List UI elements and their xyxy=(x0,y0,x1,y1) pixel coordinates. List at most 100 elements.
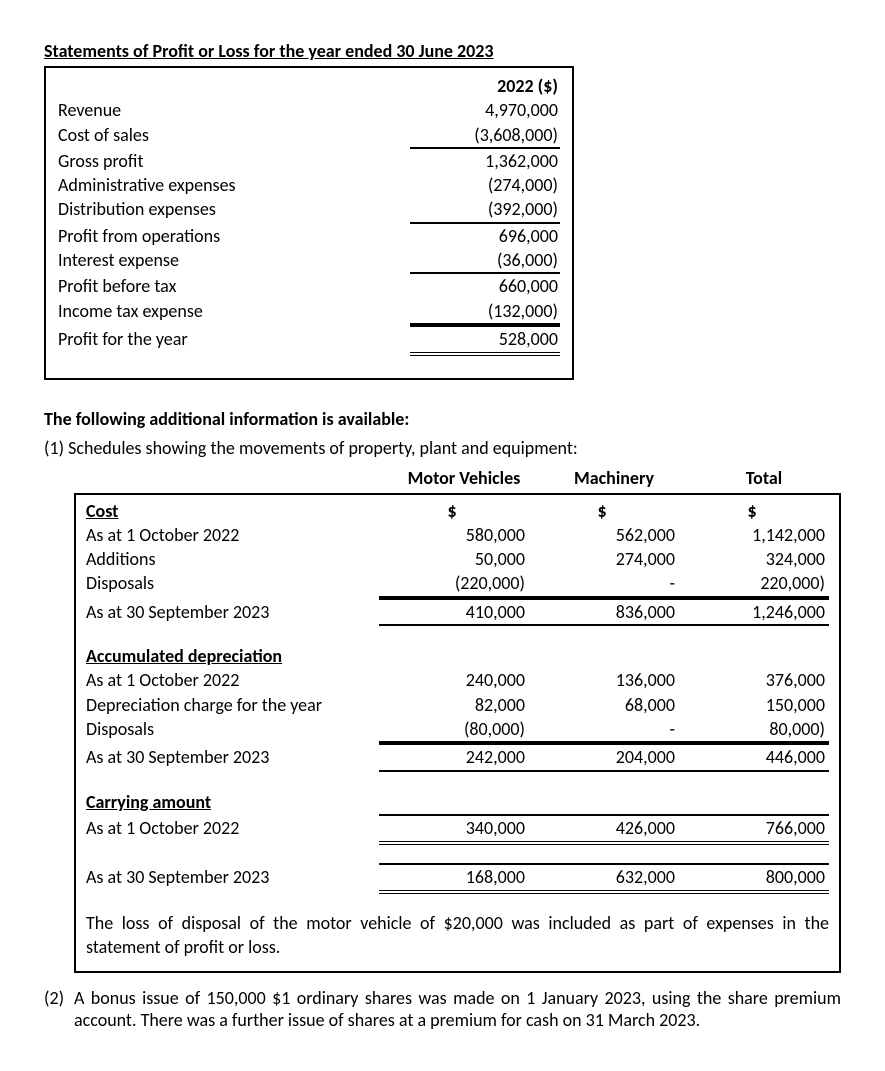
ppe-sub-c2: $ xyxy=(529,499,679,523)
ppe-note: The loss of disposal of the motor vehicl… xyxy=(86,912,829,959)
ppe-group-title: Carrying amount xyxy=(86,790,379,814)
ppe-cell: - xyxy=(529,717,679,743)
ppe-row-label: As at 1 October 2022 xyxy=(86,816,379,840)
ppe-row-label: Disposals xyxy=(86,571,379,595)
pl-row: Profit before tax660,000 xyxy=(58,274,560,298)
pl-value: (274,000) xyxy=(410,173,560,197)
ppe-group-cost: Cost xyxy=(86,499,379,523)
ppe-cell: 836,000 xyxy=(529,598,679,626)
ppe-cell: 220,000) xyxy=(679,571,829,597)
schedule-intro-text: Schedules showing the movements of prope… xyxy=(68,437,578,459)
ppe-row-label: As at 1 October 2022 xyxy=(86,668,379,692)
pl-value: 4,970,000 xyxy=(410,98,560,122)
ppe-row-label: Additions xyxy=(86,547,379,571)
pl-value: (36,000) xyxy=(410,248,560,274)
ppe-row-label: As at 30 September 2023 xyxy=(86,600,379,624)
ppe-row: As at 30 September 2023410,000836,0001,2… xyxy=(86,598,829,626)
ppe-row: As at 30 September 2023168,000632,000800… xyxy=(86,863,829,894)
ppe-row: Disposals(220,000)-220,000) xyxy=(86,571,829,597)
pl-row: Profit from operations696,000 xyxy=(58,224,560,248)
ppe-row: As at 30 September 2023242,000204,000446… xyxy=(86,743,829,771)
ppe-cell: 1,246,000 xyxy=(679,598,829,626)
ppe-row: Depreciation charge for the year82,00068… xyxy=(86,693,829,717)
pl-label: Profit for the year xyxy=(58,327,410,351)
pl-label: Profit from operations xyxy=(58,224,410,248)
ppe-cell: 766,000 xyxy=(679,814,829,845)
ppe-cell: 242,000 xyxy=(379,743,529,771)
pl-row: Income tax expense(132,000) xyxy=(58,299,560,325)
pl-label: Cost of sales xyxy=(58,123,410,147)
ppe-cell: 562,000 xyxy=(529,523,679,547)
ppe-cell: 410,000 xyxy=(379,598,529,626)
pl-value: 660,000 xyxy=(410,274,560,298)
ppe-cell: 240,000 xyxy=(379,668,529,692)
additional-info-heading: The following additional information is … xyxy=(44,408,841,430)
ppe-row: Additions50,000274,000324,000 xyxy=(86,547,829,571)
ppe-cell: 446,000 xyxy=(679,743,829,771)
ppe-header-total: Total xyxy=(691,467,841,489)
schedule-intro: (1) Schedules showing the movements of p… xyxy=(44,436,841,460)
ppe-cell: 50,000 xyxy=(379,547,529,571)
ppe-cell: 426,000 xyxy=(529,814,679,845)
ppe-cell: 80,000) xyxy=(679,717,829,743)
ppe-cell: 376,000 xyxy=(679,668,829,692)
item-2-num: (2) xyxy=(44,987,74,1031)
pl-row: Profit for the year528,000 xyxy=(58,325,560,356)
ppe-header-motor-vehicles: Motor Vehicles xyxy=(391,467,541,489)
ppe-cell: 168,000 xyxy=(379,863,529,894)
ppe-row-label: As at 1 October 2022 xyxy=(86,523,379,547)
ppe-row-label: Depreciation charge for the year xyxy=(86,693,379,717)
ppe-row: As at 1 October 2022340,000426,000766,00… xyxy=(86,814,829,845)
pl-value: (3,608,000) xyxy=(410,123,560,149)
ppe-row-label: Disposals xyxy=(86,717,379,741)
pl-row: Interest expense(36,000) xyxy=(58,248,560,274)
ppe-group-title: Accumulated depreciation xyxy=(86,644,379,668)
ppe-cell: 204,000 xyxy=(529,743,679,771)
ppe-cell: 1,142,000 xyxy=(679,523,829,547)
ppe-cell: 632,000 xyxy=(529,863,679,894)
ppe-row: As at 1 October 2022580,000562,0001,142,… xyxy=(86,523,829,547)
ppe-cell: 136,000 xyxy=(529,668,679,692)
pl-row: Cost of sales(3,608,000) xyxy=(58,123,560,149)
pl-row: Gross profit1,362,000 xyxy=(58,149,560,173)
ppe-header-machinery: Machinery xyxy=(541,467,691,489)
pl-year-header: 2022 ($) xyxy=(410,74,560,98)
ppe-sub-c3: $ xyxy=(679,499,829,523)
pl-row: Revenue4,970,000 xyxy=(58,98,560,122)
pl-value: 528,000 xyxy=(410,325,560,356)
ppe-cell: 340,000 xyxy=(379,814,529,845)
ppe-cell: (220,000) xyxy=(379,571,529,597)
ppe-cell: 82,000 xyxy=(379,693,529,717)
pl-value: 696,000 xyxy=(410,224,560,248)
pl-label: Administrative expenses xyxy=(58,173,410,197)
pl-label: Revenue xyxy=(58,98,410,122)
ppe-schedule-table: Cost $ $ $ As at 1 October 2022580,00056… xyxy=(74,493,841,974)
ppe-sub-c1: $ xyxy=(379,499,529,523)
pl-label: Income tax expense xyxy=(58,299,410,323)
page-title: Statements of Profit or Loss for the yea… xyxy=(44,40,841,62)
profit-loss-table: 2022 ($) Revenue4,970,000Cost of sales(3… xyxy=(44,66,574,380)
ppe-cell: 800,000 xyxy=(679,863,829,894)
ppe-row-label: As at 30 September 2023 xyxy=(86,865,379,889)
ppe-cell: 150,000 xyxy=(679,693,829,717)
schedule-intro-num: (1) xyxy=(44,437,64,459)
ppe-row: Disposals(80,000)-80,000) xyxy=(86,717,829,743)
ppe-cell: 68,000 xyxy=(529,693,679,717)
pl-label: Gross profit xyxy=(58,149,410,173)
pl-row: Administrative expenses(274,000) xyxy=(58,173,560,197)
item-2: (2) A bonus issue of 150,000 $1 ordinary… xyxy=(44,987,841,1031)
ppe-cell: 324,000 xyxy=(679,547,829,571)
ppe-row-label: As at 30 September 2023 xyxy=(86,745,379,769)
ppe-cell: 274,000 xyxy=(529,547,679,571)
pl-label: Interest expense xyxy=(58,248,410,272)
pl-value: 1,362,000 xyxy=(410,149,560,173)
item-2-text: A bonus issue of 150,000 $1 ordinary sha… xyxy=(74,987,841,1031)
ppe-cell: - xyxy=(529,571,679,597)
pl-value: (392,000) xyxy=(410,197,560,223)
pl-label: Profit before tax xyxy=(58,274,410,298)
ppe-cell: (80,000) xyxy=(379,717,529,743)
pl-label: Distribution expenses xyxy=(58,197,410,221)
ppe-row: As at 1 October 2022240,000136,000376,00… xyxy=(86,668,829,692)
pl-value: (132,000) xyxy=(410,299,560,325)
pl-row: Distribution expenses(392,000) xyxy=(58,197,560,223)
